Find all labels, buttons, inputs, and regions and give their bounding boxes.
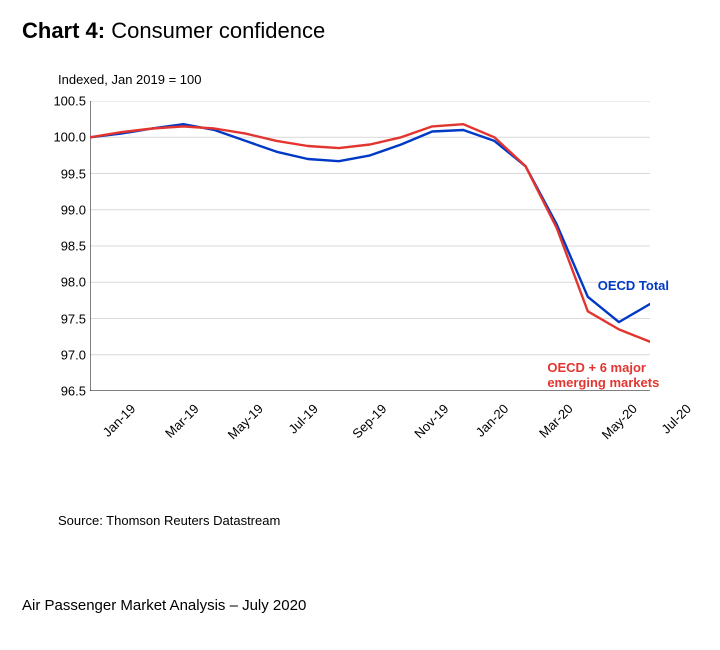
chart-area: 96.5 97.0 97.5 98.0 98.5 99.0 99.5 100.0 100.5 Ja… xyxy=(32,91,672,451)
x-axis-label: Jul-20 xyxy=(658,401,694,437)
chart-svg xyxy=(90,101,650,391)
y-axis-label: 98.0 xyxy=(36,276,86,289)
source-line: Source: Thomson Reuters Datastream xyxy=(58,513,698,528)
x-axis-label: May-20 xyxy=(598,401,639,442)
y-axis-label: 97.0 xyxy=(36,348,86,361)
y-axis-label: 99.0 xyxy=(36,203,86,216)
plot-area xyxy=(90,101,650,391)
x-axis-label: Sep-19 xyxy=(349,401,389,441)
y-axis-label: 100.5 xyxy=(36,95,86,108)
x-axis-label: Jan-19 xyxy=(100,401,139,440)
chart-title: Chart 4: Consumer confidence xyxy=(22,18,698,44)
x-axis-label: Jan-20 xyxy=(473,401,512,440)
chart-title-prefix: Chart 4: xyxy=(22,18,105,43)
x-axis-label: Nov-19 xyxy=(411,401,451,441)
page-root: Chart 4: Consumer confidence Indexed, Ja… xyxy=(0,0,720,650)
y-axis-label: 98.5 xyxy=(36,240,86,253)
footer-text: Air Passenger Market Analysis – July 202… xyxy=(22,597,306,614)
x-axis-label: Jul-19 xyxy=(285,401,321,437)
series-label-oecd-emerging: OECD + 6 majoremerging markets xyxy=(547,361,659,391)
y-axis-label: 96.5 xyxy=(36,385,86,398)
chart-subtitle: Indexed, Jan 2019 = 100 xyxy=(58,72,698,87)
series-label-oecd-total: OECD Total xyxy=(598,279,669,294)
x-axis-label: Mar-19 xyxy=(162,401,202,441)
x-axis-label: Mar-20 xyxy=(536,401,576,441)
y-axis-label: 97.5 xyxy=(36,312,86,325)
chart-title-rest: Consumer confidence xyxy=(105,18,325,43)
y-axis-label: 100.0 xyxy=(36,131,86,144)
y-axis-label: 99.5 xyxy=(36,167,86,180)
x-axis-label: May-19 xyxy=(225,401,266,442)
